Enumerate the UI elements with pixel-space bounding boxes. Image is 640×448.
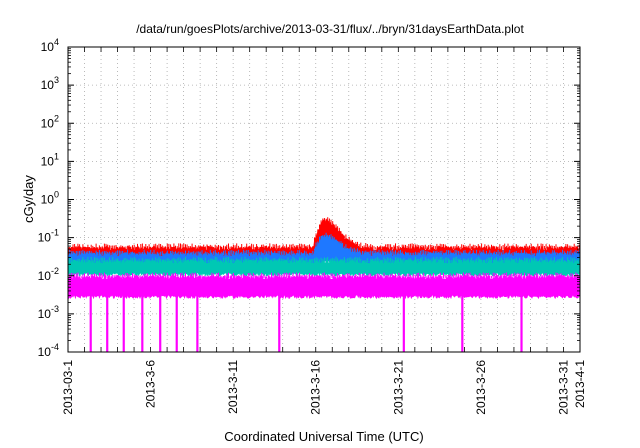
y-tick-label: 104	[41, 37, 59, 54]
y-tick-label: 103	[41, 75, 59, 92]
y-tick-label: 102	[41, 113, 59, 130]
x-axis: 2013-03-1 2013-3-6 2013-3-11 2013-3-16 2013-…	[61, 47, 587, 415]
chart-title: /data/run/goesPlots/archive/2013-03-31/f…	[136, 22, 524, 36]
x-tick-label: 2013-3-26	[474, 360, 488, 415]
y-tick-label: 101	[41, 151, 59, 168]
series-band	[67, 274, 581, 300]
x-tick-label: 2013-3-11	[226, 360, 240, 414]
x-tick-label: 2013-3-21	[391, 360, 405, 415]
y-tick-label: 10-3	[38, 304, 59, 321]
series-group	[67, 217, 581, 352]
y-tick-label: 10-1	[38, 228, 59, 245]
y-axis-label: cGy/day	[21, 175, 36, 223]
grid	[68, 47, 580, 352]
x-tick-label: 2013-3-6	[144, 360, 158, 408]
x-axis-label: Coordinated Universal Time (UTC)	[224, 429, 423, 444]
x-tick-label: 2013-03-1	[61, 360, 75, 415]
y-axis: 10-4 10-3 10-2 10-1 100 101 102 103 104	[38, 37, 580, 359]
y-tick-label: 10-2	[38, 266, 59, 283]
x-tick-label: 2013-3-31	[556, 360, 570, 415]
y-tick-label: 100	[41, 190, 59, 207]
y-tick-label: 10-4	[38, 342, 59, 359]
x-tick-label: 2013-3-16	[309, 360, 323, 415]
x-tick-label: 2013-4-1	[573, 360, 587, 408]
